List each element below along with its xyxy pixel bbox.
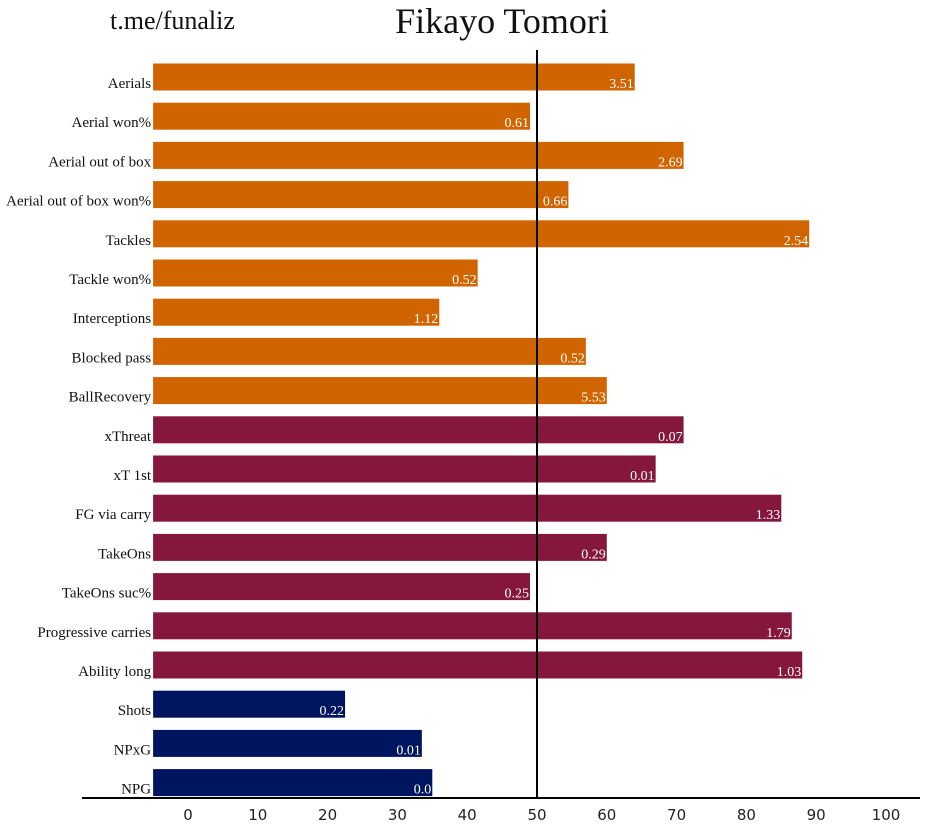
bar bbox=[153, 455, 656, 483]
chart-title: Fikayo Tomori bbox=[395, 1, 609, 41]
bar bbox=[153, 573, 531, 601]
value-label: 1.33 bbox=[756, 508, 781, 523]
x-tick-label: 10 bbox=[248, 806, 267, 824]
category-label: Ability long bbox=[78, 664, 151, 680]
bar bbox=[153, 298, 440, 326]
bar bbox=[153, 651, 803, 679]
category-label: FG via carry bbox=[75, 507, 151, 523]
value-label: 3.51 bbox=[609, 77, 634, 92]
value-label: 2.54 bbox=[784, 234, 809, 249]
bar bbox=[153, 377, 607, 405]
category-label: xT 1st bbox=[113, 468, 151, 484]
bar bbox=[153, 102, 531, 130]
value-label: 0.07 bbox=[658, 430, 683, 445]
bar bbox=[153, 63, 635, 91]
category-label: NPxG bbox=[114, 742, 152, 758]
bar bbox=[153, 690, 346, 718]
category-labels: Aerials Aerial won% Aerial out of box Aeria… bbox=[6, 76, 152, 798]
category-label: Interceptions bbox=[73, 311, 151, 327]
x-tick-label: 60 bbox=[597, 806, 616, 824]
bar bbox=[153, 494, 782, 522]
category-label: Progressive carries bbox=[37, 625, 151, 641]
bars-layer bbox=[153, 63, 810, 797]
value-label: 1.03 bbox=[777, 665, 802, 680]
category-label: Shots bbox=[118, 703, 152, 719]
category-label: xThreat bbox=[104, 429, 151, 445]
x-tick-label: 20 bbox=[318, 806, 337, 824]
value-labels: 3.51 0.61 2.69 0.66 2.54 0.52 1.12 0.52 5.53 0.07… bbox=[320, 77, 809, 798]
value-label: 0.0 bbox=[414, 783, 432, 798]
x-tick-label: 0 bbox=[183, 806, 193, 824]
watermark: t.me/funaliz bbox=[110, 6, 235, 35]
value-label: 1.12 bbox=[414, 312, 439, 327]
category-label: Aerials bbox=[108, 76, 151, 92]
category-label: BallRecovery bbox=[69, 390, 152, 406]
value-label: 0.01 bbox=[396, 743, 421, 758]
bar bbox=[153, 220, 810, 248]
bar bbox=[153, 141, 684, 169]
bar bbox=[153, 729, 422, 757]
value-label: 1.79 bbox=[766, 626, 791, 641]
bar bbox=[153, 337, 586, 365]
category-label: NPG bbox=[121, 782, 151, 798]
category-label: Aerial won% bbox=[72, 115, 152, 131]
value-label: 0.01 bbox=[630, 469, 655, 484]
bar bbox=[153, 181, 569, 209]
category-label: Tackle won% bbox=[69, 272, 151, 288]
bar bbox=[153, 769, 433, 797]
bar bbox=[153, 612, 792, 640]
category-label: Aerial out of box bbox=[48, 154, 151, 170]
value-label: 0.61 bbox=[505, 116, 530, 131]
value-label: 0.66 bbox=[543, 195, 568, 210]
category-label: Blocked pass bbox=[72, 350, 152, 366]
value-label: 0.25 bbox=[505, 587, 530, 602]
x-tick-label: 80 bbox=[737, 806, 756, 824]
category-label: Tackles bbox=[106, 233, 152, 249]
bar bbox=[153, 259, 478, 287]
category-label: Aerial out of box won% bbox=[6, 194, 151, 210]
bar bbox=[153, 416, 684, 444]
x-tick-label: 50 bbox=[527, 806, 546, 824]
category-label: TakeOns bbox=[98, 546, 151, 562]
x-tick-label: 30 bbox=[388, 806, 407, 824]
category-label: TakeOns suc% bbox=[62, 586, 151, 602]
value-label: 5.53 bbox=[581, 391, 606, 406]
x-axis: 0 10 20 30 40 50 60 70 80 90 100 bbox=[82, 797, 920, 824]
value-label: 2.69 bbox=[658, 155, 683, 170]
value-label: 0.52 bbox=[452, 273, 477, 288]
x-tick-label: 90 bbox=[807, 806, 826, 824]
x-tick-label: 100 bbox=[872, 806, 901, 824]
bar bbox=[153, 533, 607, 561]
value-label: 0.22 bbox=[320, 704, 345, 719]
value-label: 0.52 bbox=[560, 351, 585, 366]
value-label: 0.29 bbox=[581, 547, 606, 562]
x-tick-label: 70 bbox=[667, 806, 686, 824]
x-tick-label: 40 bbox=[458, 806, 477, 824]
